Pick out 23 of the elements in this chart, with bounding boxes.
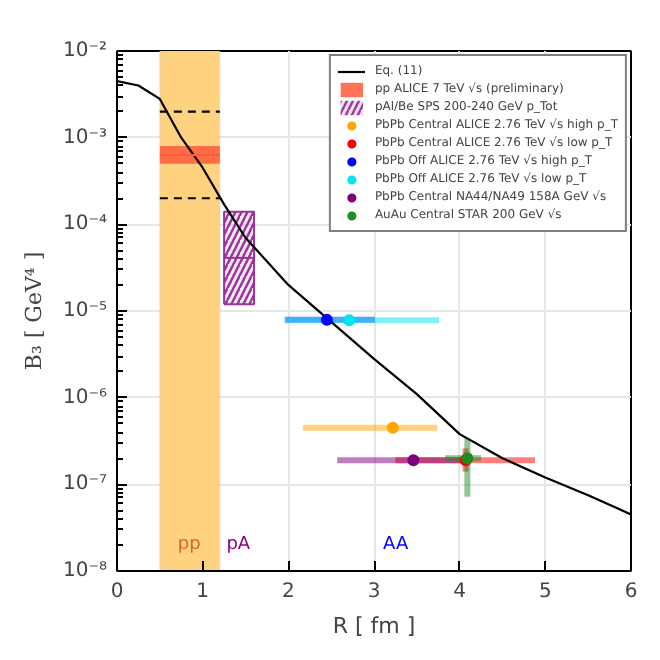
x-tick-label: 5 xyxy=(538,581,552,603)
x-axis-title: R [ fm ] xyxy=(332,613,416,639)
y-tick-label: 10⁻⁸ xyxy=(62,560,108,582)
y-tick-label: 10⁻⁷ xyxy=(62,473,108,496)
y-tick-label: 10⁻⁶ xyxy=(62,386,108,409)
y-axis-title: B₃ [ GeV⁴ ] xyxy=(20,251,47,371)
annotation: pp xyxy=(177,535,202,555)
annotation: AA xyxy=(383,535,410,555)
y-tick-label: 10⁻² xyxy=(62,40,108,62)
y-tick-label: 10⁻⁵ xyxy=(62,300,108,322)
y-tick-label: 10⁻³ xyxy=(62,126,108,149)
point xyxy=(386,421,399,434)
y-tick-label: 10⁻⁴ xyxy=(62,213,108,236)
point xyxy=(320,313,333,326)
annotation: pA xyxy=(226,535,252,555)
point xyxy=(407,454,420,467)
x-tick-label: 3 xyxy=(367,581,381,603)
x-tick-label: 6 xyxy=(624,581,638,603)
x-tick-label: 0 xyxy=(110,581,124,603)
x-tick-label: 2 xyxy=(281,581,295,603)
x-tick-label: 4 xyxy=(453,581,467,603)
point xyxy=(343,314,356,327)
x-tick-label: 1 xyxy=(196,581,210,603)
